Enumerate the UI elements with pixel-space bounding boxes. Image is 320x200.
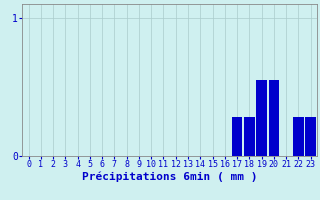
Bar bbox=[232, 117, 242, 156]
Bar bbox=[269, 80, 279, 156]
X-axis label: Précipitations 6min ( mm ): Précipitations 6min ( mm ) bbox=[82, 172, 257, 182]
Bar bbox=[244, 117, 254, 156]
Bar bbox=[256, 80, 267, 156]
Bar bbox=[293, 117, 304, 156]
Bar bbox=[306, 117, 316, 156]
